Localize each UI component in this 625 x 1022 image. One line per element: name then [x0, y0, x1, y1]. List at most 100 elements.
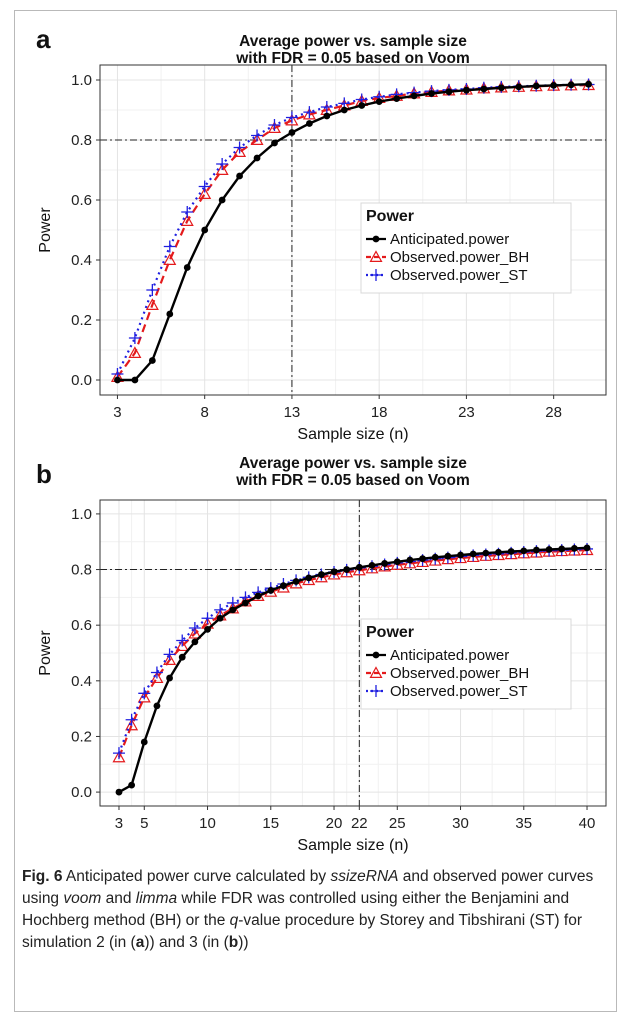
data-point [191, 638, 199, 646]
caption-text: while FDR was controlled using either th… [22, 890, 570, 929]
caption-text: and observed power curves using [22, 868, 594, 907]
data-point [114, 376, 121, 384]
data-point [444, 552, 452, 560]
data-point [267, 121, 282, 133]
data-point [201, 226, 209, 234]
figure-caption: Fig. 6 Anticipated power curve calculate… [22, 866, 610, 954]
data-point [533, 546, 540, 554]
data-point [583, 544, 591, 552]
data-point [148, 357, 156, 364]
y-axis-label: Power [37, 207, 54, 253]
x-tick-label: 23 [458, 404, 475, 421]
data-point [314, 570, 328, 583]
data-point [242, 599, 249, 607]
x-tick-label: 8 [201, 404, 209, 421]
data-point [454, 551, 468, 564]
data-point [280, 582, 287, 590]
data-point [198, 180, 211, 193]
data-point [153, 702, 161, 710]
data-point [416, 555, 430, 568]
data-point [131, 376, 139, 384]
data-point [250, 133, 264, 145]
data-point [393, 558, 401, 566]
data-point [507, 548, 515, 555]
x-tick-label: 15 [262, 815, 279, 832]
y-tick-label: 0.0 [71, 372, 92, 389]
data-point [215, 163, 229, 175]
data-point [469, 550, 477, 558]
data-point [128, 332, 141, 344]
data-point [251, 129, 264, 142]
data-point [352, 563, 366, 576]
data-point [482, 549, 490, 557]
data-point [201, 612, 214, 625]
y-tick-label: 0.6 [71, 192, 92, 209]
data-point [236, 172, 243, 180]
x-tick-label: 28 [545, 404, 562, 421]
data-point [305, 120, 313, 127]
data-point [138, 687, 151, 700]
data-point [285, 111, 298, 124]
data-point [428, 90, 435, 97]
x-tick-label: 40 [579, 815, 596, 832]
panel-label: b [36, 459, 52, 489]
legend-key-marker [370, 269, 382, 281]
caption-text: -value procedure by Storey and Tibshiran… [22, 912, 582, 951]
legend-key-marker [372, 651, 380, 659]
y-tick-label: 0.2 [71, 728, 92, 745]
legend-item-label: Observed.power_BH [390, 249, 529, 266]
data-point [175, 639, 189, 652]
data-point [340, 565, 354, 578]
data-point [216, 614, 224, 622]
legend-box [360, 202, 572, 294]
y-tick-label: 0.8 [71, 562, 92, 579]
data-point [254, 592, 262, 600]
data-point [229, 606, 237, 614]
data-point [393, 95, 401, 102]
data-point [125, 718, 139, 731]
x-tick-label: 22 [351, 815, 368, 832]
data-point [150, 666, 163, 679]
caption-software-name: ssizeRNA [330, 868, 399, 885]
caption-software-name: limma [135, 890, 178, 907]
data-point [112, 750, 126, 763]
plot-frame [99, 64, 607, 396]
series-line-Observed.power_BH [116, 84, 589, 378]
data-point [406, 556, 414, 564]
x-tick-label: 13 [284, 404, 301, 421]
y-tick-label: 0.4 [71, 673, 92, 690]
data-point [214, 603, 227, 616]
data-point [368, 561, 376, 569]
x-tick-label: 10 [199, 815, 216, 832]
data-point [128, 346, 142, 358]
data-point [431, 553, 439, 561]
chart-subtitle: with FDR = 0.05 based on Voom [235, 50, 470, 67]
data-point [233, 145, 247, 157]
data-point [305, 574, 313, 582]
legend-item-label: Observed.power_ST [390, 267, 528, 284]
x-tick-label: 3 [115, 815, 123, 832]
data-point [302, 107, 316, 120]
data-point [545, 546, 553, 553]
x-axis-label: Sample size (n) [297, 837, 408, 854]
y-tick-label: 0.0 [71, 784, 92, 801]
data-point [181, 206, 194, 218]
data-point [115, 788, 123, 796]
data-point [145, 298, 159, 310]
data-point [188, 626, 202, 639]
data-point [150, 671, 164, 684]
data-point [515, 83, 523, 91]
legend-title: Power [366, 624, 414, 641]
caption-label: Fig. 6 [22, 868, 63, 885]
data-point [520, 547, 528, 555]
x-tick-label: 5 [140, 815, 148, 832]
data-point [558, 545, 566, 553]
legend: Power Anticipated.powerObserved.power_BHO… [360, 202, 572, 294]
x-tick-label: 35 [515, 815, 532, 832]
y-tick-label: 1.0 [71, 506, 92, 523]
caption-text: Anticipated power curve calculated by [62, 868, 331, 885]
data-point [375, 98, 383, 105]
data-point [428, 553, 442, 566]
